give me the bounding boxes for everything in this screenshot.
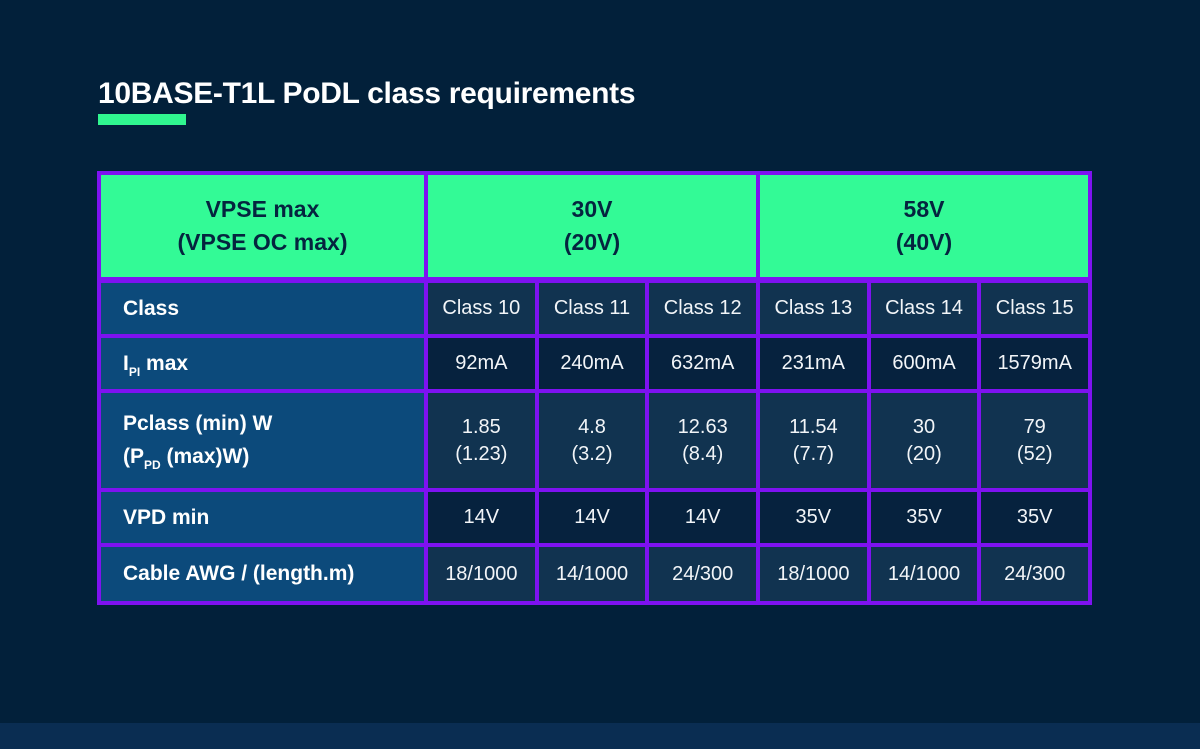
table-row-cable-awg: Cable AWG / (length.m) 18/1000 14/1000 24/… (101, 547, 1089, 601)
table-cell: 231mA (760, 338, 867, 389)
table-row-ipi-max: IPI max 92mA 240mA 632mA 231mA 600mA 1579mA (101, 338, 1089, 389)
header-30v-line2: (20V) (563, 229, 621, 255)
table-cell: 14V (538, 492, 646, 543)
table-cell: 18/1000 (428, 547, 535, 601)
table-cell: Class 11 (538, 283, 646, 334)
row-label-pclass-text: Pclass (min) W (PPD (max)W) (123, 412, 273, 472)
table-cell: 35V (760, 492, 867, 543)
table-cell: Class 10 (428, 283, 535, 334)
table-cell: Class 14 (870, 283, 978, 334)
page-title: 10BASE-T1L PoDL class requirements (98, 77, 636, 111)
header-58v-line2: (40V) (895, 229, 953, 255)
header-cell-58v-group: 58V (40V) (760, 175, 1088, 277)
table-cell: 12.63 (8.4) (649, 393, 757, 488)
table-cell: 30 (20) (870, 393, 978, 488)
header-58v-line1: 58V (903, 195, 945, 222)
row-label-vpd-min-text: VPD min (123, 505, 210, 529)
table-cell: 14V (428, 492, 535, 543)
table-row-class: Class Class 10 Class 11 Class 12 Class 13 Cl… (101, 283, 1089, 334)
table-cell: 14/1000 (538, 547, 646, 601)
table-cell: 18/1000 (760, 547, 867, 601)
row-label-class-text: Class (123, 296, 180, 320)
table-cell: 11.54 (7.7) (760, 393, 867, 488)
table-cell: 14/1000 (870, 547, 978, 601)
table-cell: 24/300 (649, 547, 757, 601)
table-row-vpd-min: VPD min 14V 14V 14V 35V 35V 35V (101, 492, 1089, 543)
podl-requirements-table: VPSE max (VPSE OC max) 30V (20V) 58V (40… (97, 171, 1092, 605)
table-cell: 24/300 (981, 547, 1089, 601)
row-label-vpd-min: VPD min (101, 492, 424, 543)
header-vpse-line1: VPSE max (205, 195, 320, 222)
footer-band (0, 723, 1200, 749)
table-cell: 4.8 (3.2) (538, 393, 646, 488)
table-cell: Class 15 (981, 283, 1089, 334)
table-cell: 14V (649, 492, 757, 543)
header-vpse-line2: (VPSE OC max) (177, 229, 348, 255)
table-cell: 1.85 (1.23) (428, 393, 535, 488)
row-label-cable-awg-text: Cable AWG / (length.m) (123, 562, 355, 585)
header-30v-line1: 30V (571, 195, 613, 222)
title-accent-bar (98, 114, 186, 125)
table-cell: 1579mA (981, 338, 1089, 389)
table-cell: Class 12 (649, 283, 757, 334)
row-label-cable-awg: Cable AWG / (length.m) (101, 547, 424, 601)
header-cell-vpse-max: VPSE max (VPSE OC max) (101, 175, 424, 277)
table-row-pclass: Pclass (min) W (PPD (max)W) 1.85 (1.23) 4… (101, 393, 1089, 488)
table-cell: 240mA (538, 338, 646, 389)
row-label-ipi-max-text: IPI max (123, 351, 189, 379)
table-cell: 600mA (870, 338, 978, 389)
table-cell: 35V (870, 492, 978, 543)
table-cell: Class 13 (760, 283, 867, 334)
table-cell: 632mA (649, 338, 757, 389)
table-cell: 35V (981, 492, 1089, 543)
header-cell-30v-group: 30V (20V) (428, 175, 756, 277)
table-cell: 92mA (428, 338, 535, 389)
row-label-pclass: Pclass (min) W (PPD (max)W) (101, 393, 424, 488)
table-cell: 79 (52) (981, 393, 1089, 488)
row-label-ipi-max: IPI max (101, 338, 424, 389)
row-label-class: Class (101, 283, 424, 334)
table-header-row: VPSE max (VPSE OC max) 30V (20V) 58V (40… (101, 175, 1088, 277)
